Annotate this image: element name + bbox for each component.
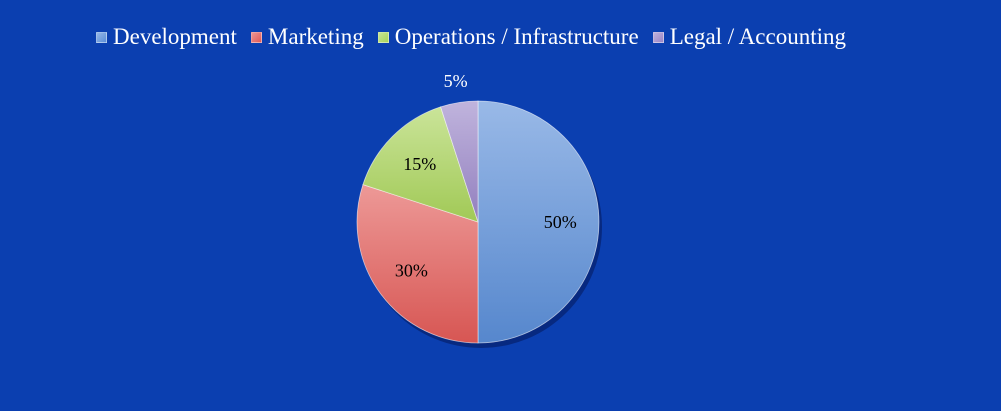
chart-legend: Development Marketing Operations / Infrast… bbox=[96, 22, 846, 52]
legend-swatch bbox=[652, 31, 664, 43]
pie-slice bbox=[440, 100, 479, 223]
slice-data-label: 5% bbox=[444, 71, 468, 91]
legend-label: Marketing bbox=[267, 24, 364, 49]
pie-slice bbox=[356, 184, 479, 344]
legend-label: Development bbox=[113, 24, 237, 49]
pie-slice bbox=[477, 100, 600, 344]
legend-swatch bbox=[377, 31, 389, 43]
slice-data-label: 30% bbox=[395, 260, 428, 280]
legend-item: Development bbox=[96, 23, 237, 51]
legend-item: Marketing bbox=[250, 23, 364, 51]
legend-item: Operations / Infrastructure bbox=[377, 23, 639, 51]
pie-slices bbox=[356, 100, 602, 348]
legend-swatch bbox=[250, 31, 262, 43]
slice-data-label: 15% bbox=[403, 154, 436, 174]
legend-label: Operations / Infrastructure bbox=[394, 24, 639, 49]
pie-data-labels: 50% 30% 15% 5% bbox=[395, 71, 577, 281]
slice-data-label: 50% bbox=[544, 212, 577, 232]
pie-slice bbox=[362, 106, 479, 223]
legend-item: Legal / Accounting bbox=[652, 23, 846, 51]
legend-label: Legal / Accounting bbox=[669, 24, 846, 49]
legend-swatch bbox=[96, 31, 107, 43]
